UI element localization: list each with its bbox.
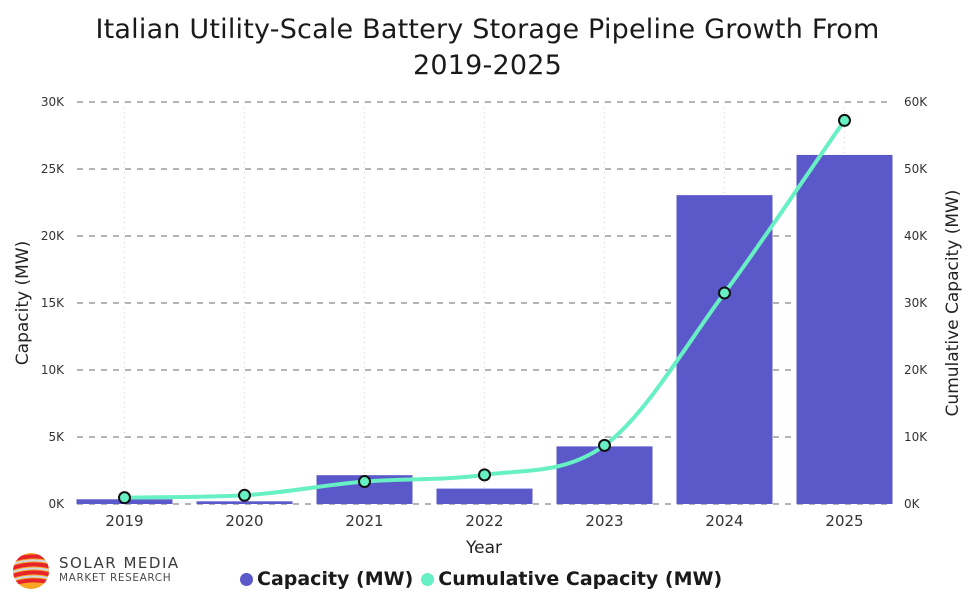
capacity-bars <box>76 154 893 504</box>
solar-media-logo: SOLAR MEDIA MARKET RESEARCH <box>12 551 212 591</box>
line-point-2021[interactable] <box>358 475 371 489</box>
y-tick-label: 20K <box>41 229 65 243</box>
y2-axis-title: Cumulative Capacity (MW) <box>943 190 963 417</box>
y-tick-label: 0K <box>48 497 65 511</box>
x-tick-label: 2019 <box>105 512 143 530</box>
y2-tick-label: 50K <box>904 162 928 176</box>
x-tick-label: 2025 <box>825 512 863 530</box>
x-tick-label: 2022 <box>465 512 503 530</box>
chart-title: Italian Utility-Scale Battery Storage Pi… <box>0 12 975 84</box>
legend-cumulative-marker-icon <box>421 572 435 586</box>
bar-2025[interactable] <box>796 154 893 504</box>
solar-globe-icon <box>13 553 49 589</box>
x-tick-label: 2021 <box>345 512 383 530</box>
left-axis-ticks: 0K 5K 10K 15K 20K 25K 30K <box>41 95 65 511</box>
cumulative-line <box>118 113 851 505</box>
right-axis-ticks: 0K 10K 20K 30K 40K 50K 60K <box>904 95 928 511</box>
logo-text-solar-media: SOLAR MEDIA <box>59 554 180 572</box>
bar-2022[interactable] <box>436 488 533 504</box>
cumulative-line-path <box>124 119 847 500</box>
x-tick-label: 2023 <box>585 512 623 530</box>
y2-tick-label: 10K <box>904 430 928 444</box>
x-tick-label: 2020 <box>225 512 263 530</box>
line-point-2020[interactable] <box>238 488 251 502</box>
y-tick-label: 10K <box>41 363 65 377</box>
y-tick-label: 15K <box>41 296 65 310</box>
y2-tick-label: 30K <box>904 296 928 310</box>
y2-tick-label: 60K <box>904 95 928 109</box>
y-tick-label: 5K <box>48 430 65 444</box>
legend-item-capacity[interactable]: Capacity (MW) <box>240 568 413 590</box>
y2-tick-label: 20K <box>904 363 928 377</box>
legend: Capacity (MW) Cumulative Capacity (MW) <box>240 565 730 593</box>
bar-2023[interactable] <box>556 446 653 504</box>
line-point-2019[interactable] <box>118 491 131 505</box>
y-tick-label: 30K <box>41 95 65 109</box>
bar-2020[interactable] <box>196 501 293 504</box>
line-point-2024[interactable] <box>718 286 731 300</box>
line-point-2025[interactable] <box>838 113 851 127</box>
x-tick-label: 2024 <box>705 512 743 530</box>
x-axis-title: Year <box>465 538 502 558</box>
y-axis-title: Capacity (MW) <box>13 241 33 365</box>
x-axis-ticks: 2019 2020 2021 2022 2023 2024 2025 <box>105 512 863 530</box>
line-point-2022[interactable] <box>478 468 491 482</box>
legend-capacity-marker-icon <box>240 572 253 586</box>
legend-item-cumulative-capacity[interactable]: Cumulative Capacity (MW) <box>421 568 722 590</box>
legend-cumulative-label: Cumulative Capacity (MW) <box>438 568 723 590</box>
y2-tick-label: 40K <box>904 229 928 243</box>
bar-2024[interactable] <box>676 195 773 504</box>
legend-capacity-label: Capacity (MW) <box>257 568 414 590</box>
logo-text-market-research: MARKET RESEARCH <box>59 572 172 584</box>
chart-title-line-2: 2019-2025 <box>413 50 562 81</box>
line-point-2023[interactable] <box>598 438 611 452</box>
chart-title-line-1: Italian Utility-Scale Battery Storage Pi… <box>95 14 880 45</box>
y-tick-label: 25K <box>41 162 65 176</box>
y2-tick-label: 0K <box>904 497 921 511</box>
